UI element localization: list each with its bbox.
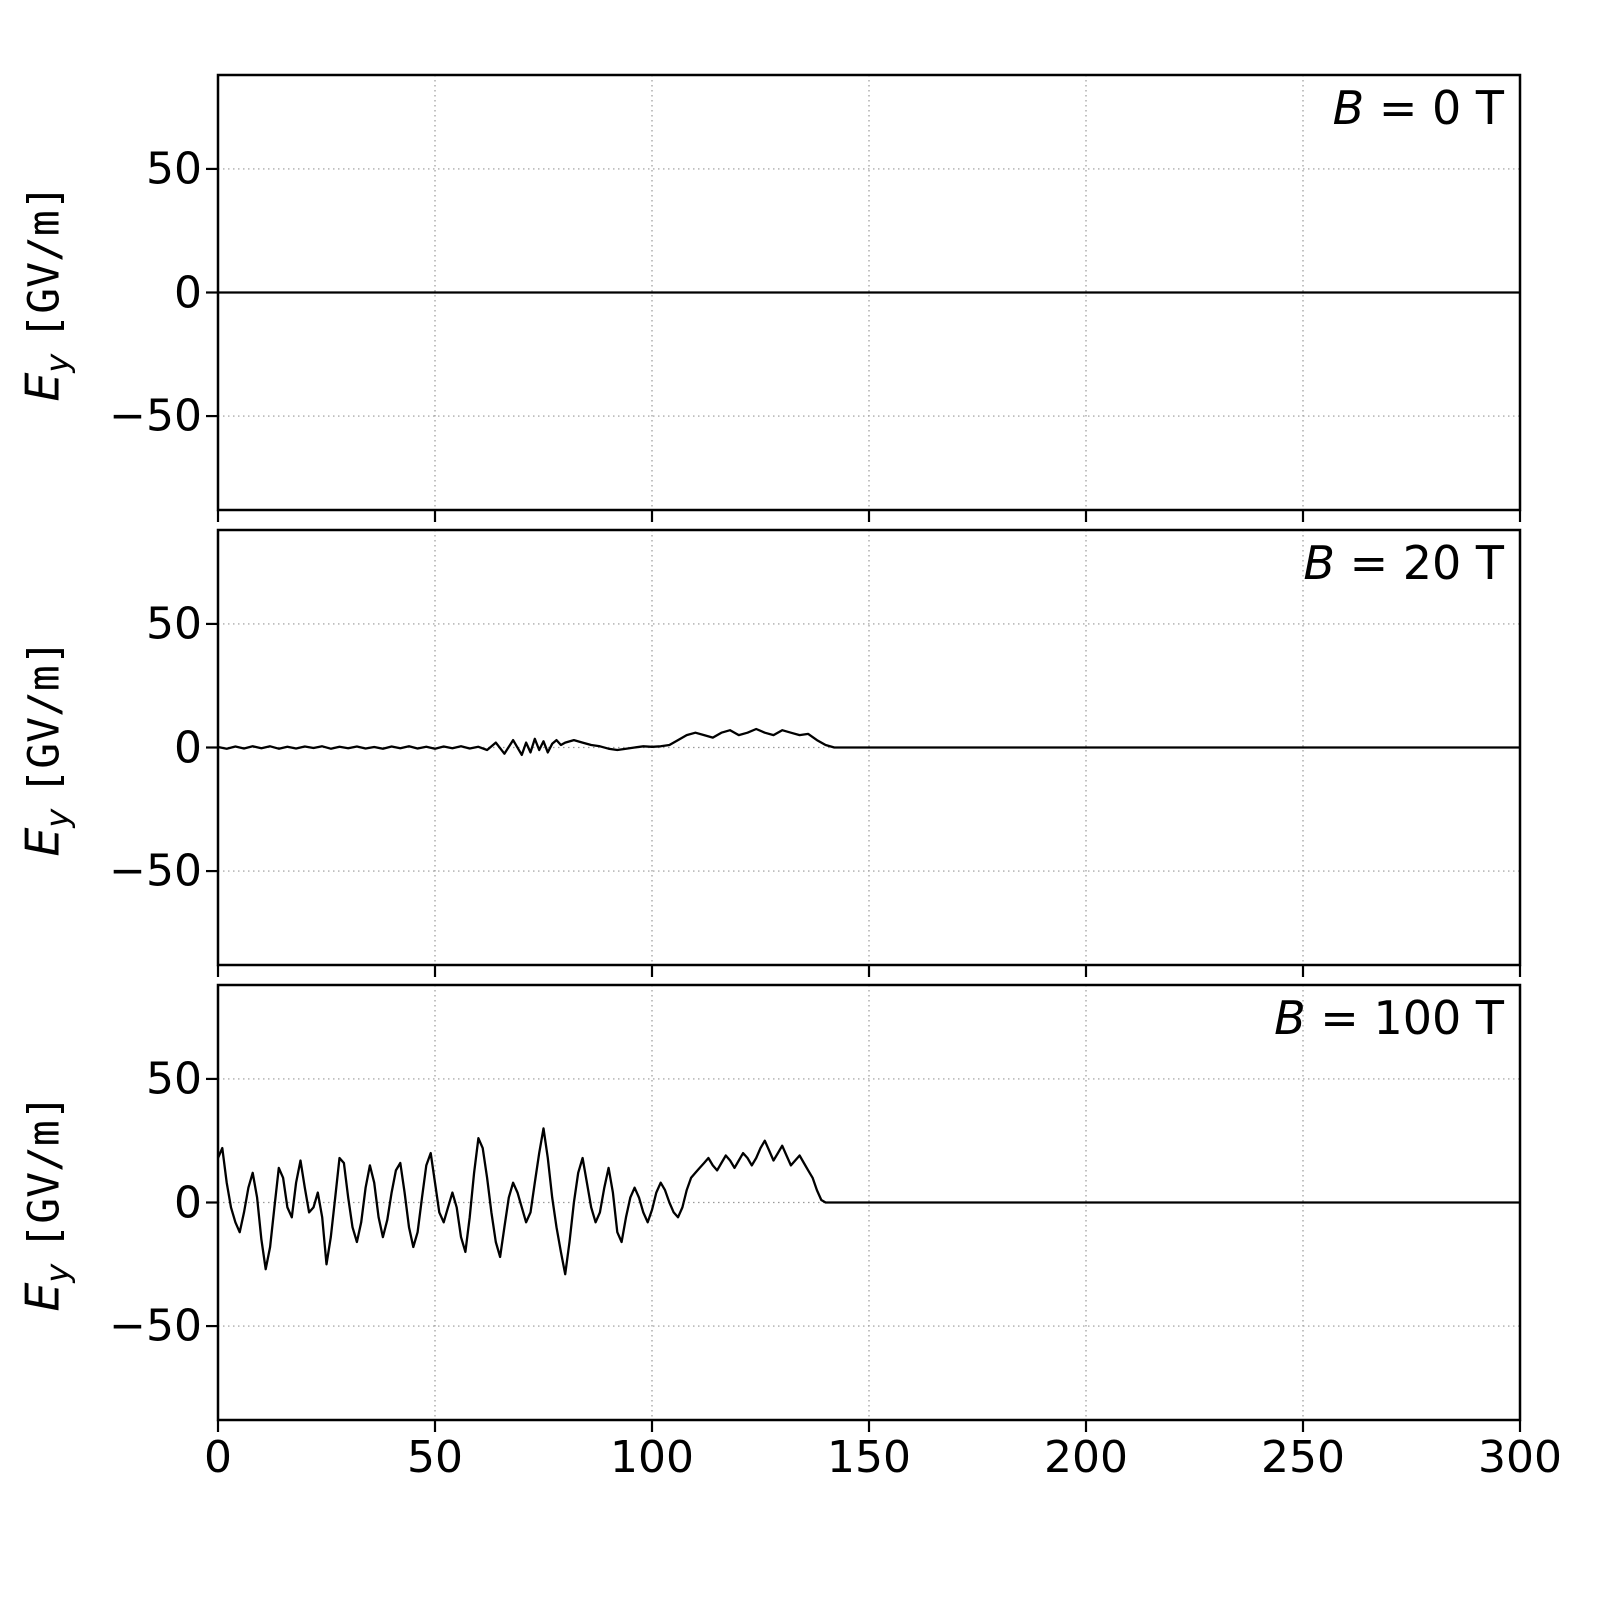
y-tick-label: −50 bbox=[109, 845, 202, 897]
x-tick-label: 300 bbox=[1478, 1432, 1562, 1483]
annotation-b20: B = 20 T bbox=[1303, 538, 1504, 589]
x-tick-label: 150 bbox=[827, 1432, 911, 1483]
x-tick-label: 0 bbox=[204, 1432, 232, 1483]
ylabel-subscript: y bbox=[38, 353, 77, 373]
annotation-b0: B = 0 T bbox=[1333, 83, 1504, 134]
annotation-variable: B bbox=[1274, 991, 1306, 1045]
chart-panel-b0: B = 0 T Ey[GV/m] −50 0 50 bbox=[15, 73, 1522, 522]
chart-panel-b20: B = 20 T Ey[GV/m] −50 0 50 bbox=[15, 528, 1522, 977]
x-tick-label: 200 bbox=[1044, 1432, 1128, 1483]
y-tick-label: 50 bbox=[146, 143, 202, 195]
y-tick-label: 0 bbox=[174, 267, 202, 318]
chart-panel-b100: B = 100 T Ey[GV/m] −50 0 50 bbox=[15, 983, 1522, 1432]
y-tick-label: 50 bbox=[146, 1053, 202, 1105]
y-tick-label: 50 bbox=[146, 598, 202, 650]
x-tick-label: 50 bbox=[407, 1432, 463, 1483]
plot-area-b100 bbox=[206, 983, 1522, 1432]
x-tick-label: 100 bbox=[610, 1432, 694, 1483]
data-line bbox=[216, 1127, 1520, 1276]
y-tick-label: −50 bbox=[109, 1300, 202, 1352]
data-line bbox=[217, 727, 1520, 757]
annotation-value: = 20 T bbox=[1334, 536, 1504, 590]
ylabel-subscript: y bbox=[38, 1263, 77, 1283]
x-tick-label: 250 bbox=[1261, 1432, 1345, 1483]
annotation-value: = 100 T bbox=[1305, 991, 1504, 1045]
annotation-b100: B = 100 T bbox=[1274, 993, 1504, 1044]
y-tick-label: 0 bbox=[174, 722, 202, 773]
annotation-variable: B bbox=[1303, 536, 1335, 590]
plot-area-b20 bbox=[206, 528, 1522, 977]
plot-area-b0 bbox=[206, 73, 1522, 522]
y-tick-label: −50 bbox=[109, 390, 202, 442]
ylabel-subscript: y bbox=[38, 808, 77, 828]
annotation-value: = 0 T bbox=[1364, 81, 1504, 135]
y-tick-label: 0 bbox=[174, 1177, 202, 1228]
annotation-variable: B bbox=[1332, 81, 1365, 135]
